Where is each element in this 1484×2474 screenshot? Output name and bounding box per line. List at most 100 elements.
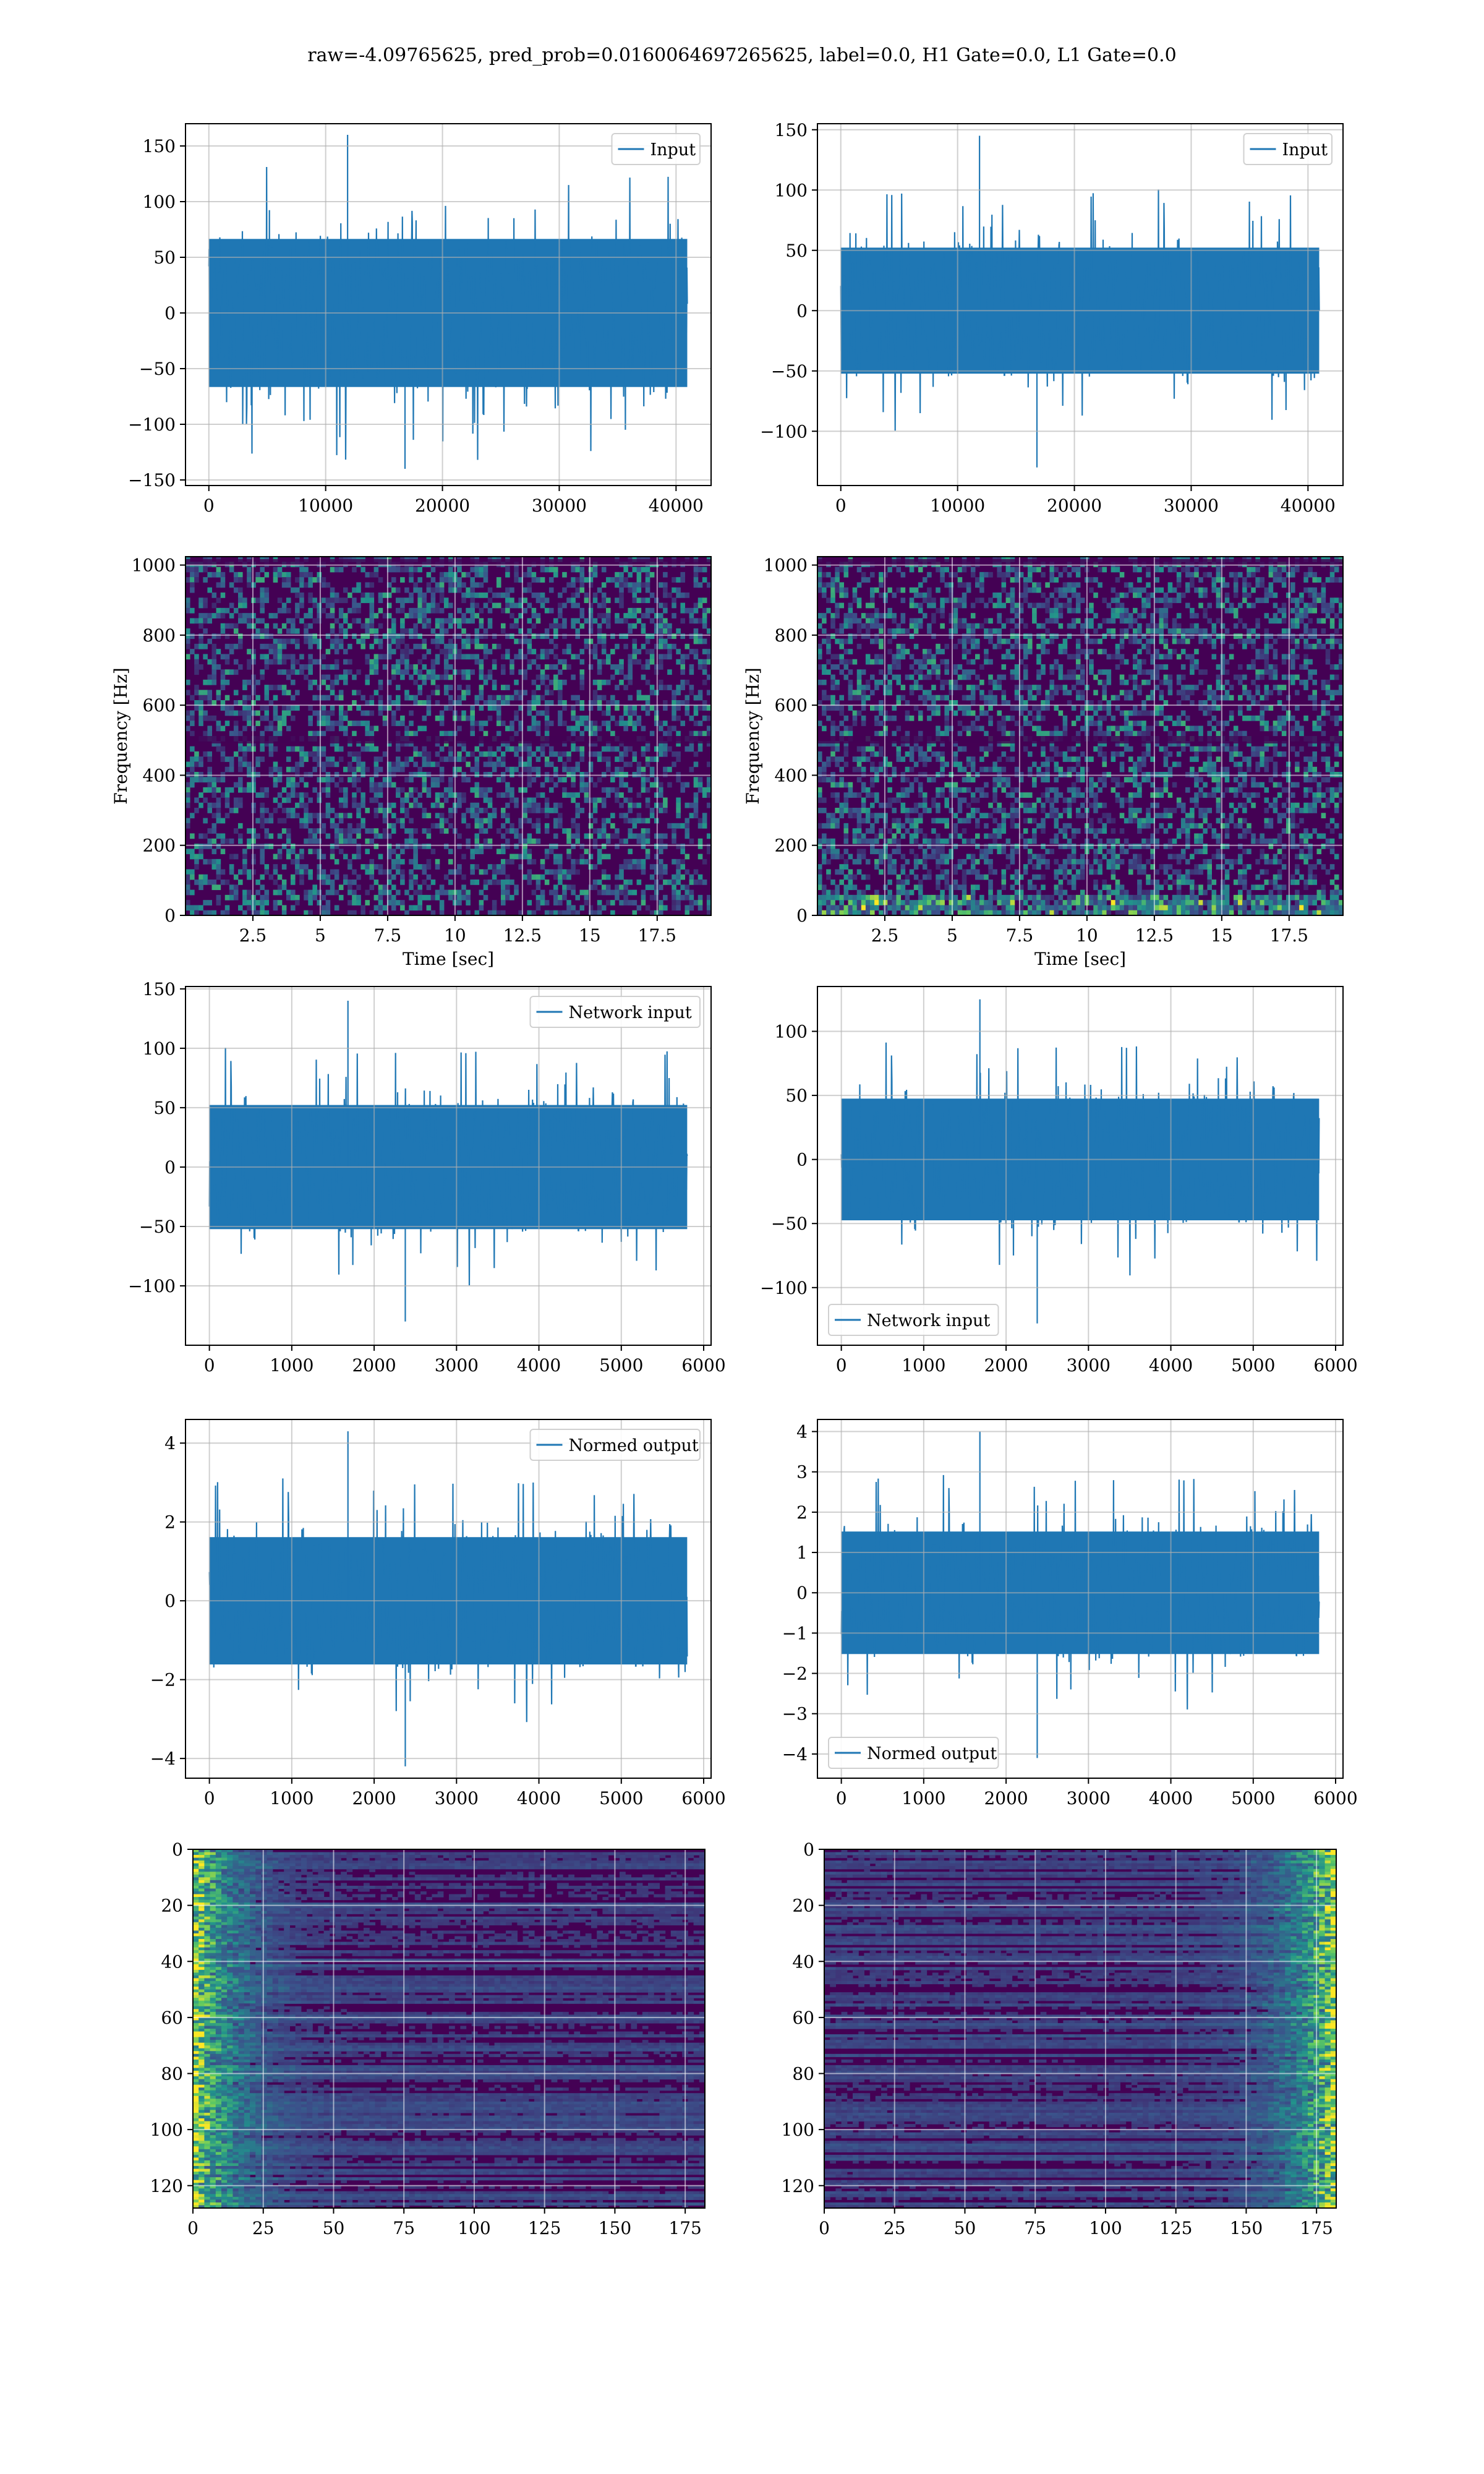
heatmap-cell bbox=[923, 808, 927, 813]
heatmap-cell bbox=[396, 721, 401, 726]
heatmap-cell bbox=[466, 608, 471, 614]
heatmap-cell bbox=[295, 813, 300, 818]
heatmap-cell bbox=[365, 582, 370, 588]
heatmap-cell bbox=[326, 900, 331, 905]
heatmap-cell bbox=[663, 895, 668, 901]
heatmap-cell bbox=[225, 680, 230, 685]
heatmap-cell bbox=[892, 772, 897, 777]
heatmap-cell bbox=[532, 726, 537, 731]
heatmap-cell bbox=[229, 787, 234, 793]
heatmap-cell bbox=[221, 751, 226, 757]
heatmap-cell bbox=[702, 567, 707, 573]
heatmap-cell bbox=[291, 695, 296, 701]
heatmap-cell bbox=[646, 680, 650, 685]
heatmap-cell bbox=[238, 572, 243, 578]
heatmap-cell bbox=[861, 849, 866, 854]
heatmap-cell bbox=[593, 797, 598, 803]
heatmap-cell bbox=[659, 792, 663, 798]
heatmap-cell bbox=[492, 680, 497, 685]
heatmap-cell bbox=[370, 695, 375, 701]
heatmap-cell bbox=[431, 603, 436, 609]
heatmap-cell bbox=[352, 618, 357, 623]
heatmap-cell bbox=[400, 649, 405, 654]
heatmap-cell bbox=[409, 792, 414, 798]
heatmap-cell bbox=[940, 685, 945, 690]
heatmap-cell bbox=[444, 669, 449, 675]
heatmap-cell bbox=[680, 664, 685, 670]
heatmap-cell bbox=[238, 618, 243, 623]
heatmap-cell bbox=[680, 608, 685, 614]
heatmap-cell bbox=[536, 767, 541, 773]
heatmap-cell bbox=[650, 884, 655, 890]
heatmap-cell bbox=[374, 761, 379, 767]
heatmap-cell bbox=[457, 608, 462, 614]
heatmap-cell bbox=[194, 797, 199, 803]
heatmap-cell bbox=[497, 849, 501, 854]
heatmap-cell bbox=[444, 644, 449, 649]
heatmap-cell bbox=[383, 808, 388, 813]
heatmap-cell bbox=[589, 721, 594, 726]
heatmap-cell bbox=[839, 588, 844, 593]
heatmap-cell bbox=[225, 608, 230, 614]
heatmap-cell bbox=[242, 849, 247, 854]
heatmap-cell bbox=[685, 869, 690, 875]
heatmap-cell bbox=[295, 864, 300, 870]
heatmap-cell bbox=[435, 633, 440, 639]
heatmap-cell bbox=[532, 751, 537, 757]
heatmap-cell bbox=[286, 777, 291, 782]
heatmap-cell bbox=[866, 839, 871, 844]
heatmap-cell bbox=[207, 756, 212, 762]
heatmap-cell bbox=[883, 711, 888, 716]
heatmap-cell bbox=[936, 731, 940, 737]
heatmap-cell bbox=[571, 823, 576, 829]
heatmap-cell bbox=[322, 711, 326, 716]
heatmap-cell bbox=[352, 767, 357, 773]
heatmap-cell bbox=[308, 639, 313, 644]
heatmap-cell bbox=[861, 633, 866, 639]
heatmap-cell bbox=[931, 654, 936, 659]
heatmap-cell bbox=[198, 849, 203, 854]
heatmap-cell bbox=[918, 900, 923, 905]
heatmap-cell bbox=[861, 772, 866, 777]
heatmap-cell bbox=[580, 659, 585, 665]
heatmap-cell bbox=[484, 675, 488, 680]
heatmap-cell bbox=[628, 747, 633, 752]
heatmap-cell bbox=[650, 813, 655, 818]
heatmap-cell bbox=[558, 895, 563, 901]
heatmap-cell bbox=[260, 875, 265, 880]
heatmap-cell bbox=[225, 792, 230, 798]
heatmap-cell bbox=[198, 844, 203, 849]
heatmap-cell bbox=[417, 767, 422, 773]
heatmap-cell bbox=[370, 884, 375, 890]
heatmap-cell bbox=[870, 895, 875, 901]
heatmap-cell bbox=[553, 572, 558, 578]
y-tick-label: −100 bbox=[128, 414, 176, 435]
heatmap-cell bbox=[975, 833, 980, 839]
heatmap-cell bbox=[514, 833, 519, 839]
heatmap-cell bbox=[606, 756, 611, 762]
heatmap-cell bbox=[619, 864, 624, 870]
heatmap-cell bbox=[326, 675, 331, 680]
heatmap-cell bbox=[383, 633, 388, 639]
x-tick-label: 30000 bbox=[1164, 495, 1219, 516]
heatmap-cell bbox=[602, 844, 607, 849]
heatmap-cell bbox=[374, 690, 379, 695]
heatmap-cell bbox=[936, 588, 940, 593]
heatmap-cell bbox=[532, 839, 537, 844]
heatmap-cell bbox=[251, 649, 256, 654]
heatmap-cell bbox=[186, 869, 190, 875]
heatmap-cell bbox=[251, 613, 256, 618]
heatmap-cell bbox=[532, 577, 537, 583]
heatmap-cell bbox=[619, 782, 624, 788]
heatmap-cell bbox=[979, 588, 984, 593]
heatmap-cell bbox=[497, 644, 501, 649]
heatmap-cell bbox=[853, 690, 858, 695]
heatmap-cell bbox=[619, 669, 624, 675]
heatmap-cell bbox=[431, 639, 436, 644]
heatmap-cell bbox=[610, 577, 615, 583]
heatmap-cell bbox=[962, 747, 967, 752]
heatmap-cell bbox=[549, 849, 554, 854]
heatmap-cell bbox=[304, 572, 309, 578]
heatmap-cell bbox=[322, 823, 326, 829]
heatmap-cell bbox=[444, 685, 449, 690]
